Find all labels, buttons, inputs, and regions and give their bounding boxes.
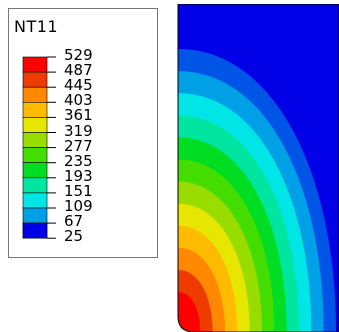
- legend-tick-label: 445: [64, 76, 93, 95]
- legend-band: [22, 102, 48, 118]
- legend-title: NT11: [14, 17, 59, 36]
- legend-tick-label: 403: [64, 91, 93, 110]
- legend-tick-label: 319: [64, 121, 93, 140]
- legend-band: [22, 192, 48, 209]
- part-outline: [177, 4, 339, 332]
- legend-tick-label: 25: [64, 227, 84, 246]
- legend-color-bar: [22, 56, 56, 239]
- legend-band: [22, 71, 48, 88]
- legend-tick-label: 109: [64, 197, 93, 215]
- legend-tick-label: 151: [64, 181, 93, 200]
- legend-band: [22, 177, 48, 194]
- legend-band: [22, 222, 48, 239]
- contour-band: [178, 291, 201, 332]
- legend-band: [22, 86, 48, 103]
- legend-band: [22, 162, 48, 179]
- legend-band: [22, 207, 48, 224]
- legend-band: [22, 117, 48, 133]
- legend-band: [22, 132, 48, 148]
- legend-tick-label: 193: [64, 166, 93, 185]
- legend-band: [22, 56, 48, 73]
- legend-band: [22, 147, 48, 164]
- legend-tick-label: 361: [64, 106, 93, 125]
- temperature-contour-plot: [177, 4, 339, 332]
- legend-tick-label: 235: [64, 151, 93, 170]
- legend-tick-label: 529: [64, 46, 93, 64]
- legend-tick-label: 487: [64, 61, 93, 80]
- legend-tick-label: 67: [64, 212, 84, 231]
- legend-tick-label: 277: [64, 136, 93, 155]
